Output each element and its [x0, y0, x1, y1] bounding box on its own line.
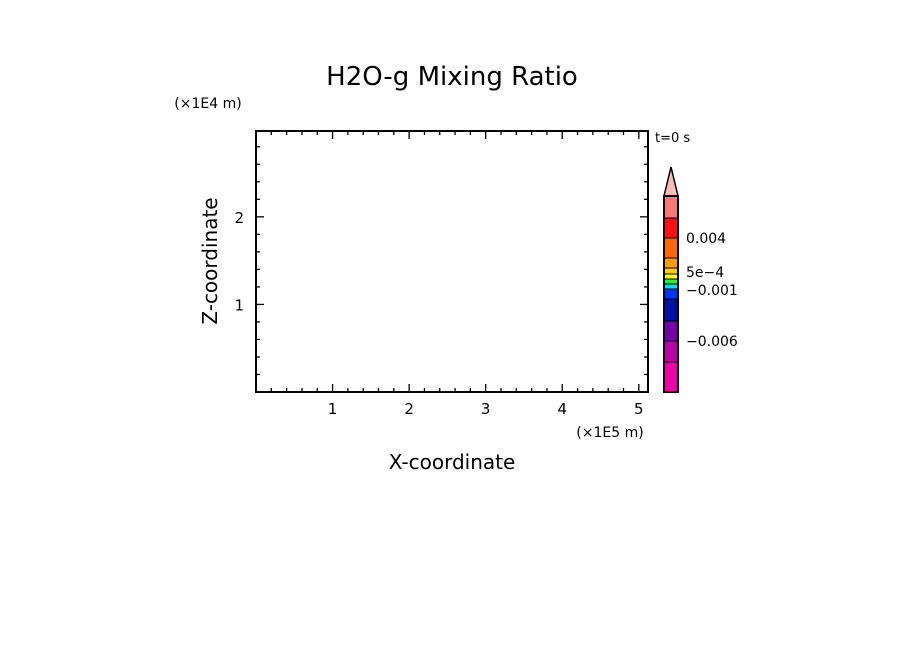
colorbar-segment — [663, 320, 679, 342]
colorbar-segment — [663, 257, 679, 269]
colorbar-segment — [663, 278, 679, 285]
colorbar-label: −0.006 — [686, 334, 738, 350]
y-tick-label: 2 — [234, 209, 244, 227]
y-tick-label: 1 — [234, 296, 244, 314]
y-scale-label: (×1E4 m) — [174, 96, 241, 112]
colorbar-segment — [663, 288, 679, 300]
colorbar-label: 5e−4 — [686, 265, 724, 281]
x-axis-label: X-coordinate — [389, 450, 516, 474]
colorbar-segment — [663, 237, 679, 259]
colorbar-overflow-triangle — [663, 166, 679, 197]
colorbar-segment — [663, 283, 679, 290]
y-axis-label: Z-coordinate — [198, 197, 222, 324]
x-tick-label: 5 — [634, 400, 644, 418]
x-tick-label: 4 — [557, 400, 567, 418]
colorbar-segment — [663, 273, 679, 280]
time-label: t=0 s — [655, 131, 690, 146]
x-tick-label: 1 — [328, 400, 338, 418]
x-scale-label: (×1E5 m) — [576, 425, 643, 441]
colorbar-segment — [663, 340, 679, 363]
colorbar-segment — [663, 195, 679, 219]
x-tick-label: 2 — [404, 400, 414, 418]
x-tick-label: 3 — [481, 400, 491, 418]
colorbar-segment — [663, 361, 679, 393]
colorbar-segment — [663, 298, 679, 322]
colorbar-segment — [663, 217, 679, 239]
colorbar-label: 0.004 — [686, 231, 726, 247]
colorbar-frame — [663, 195, 679, 393]
colorbar-label: −0.001 — [686, 283, 738, 299]
colorbar-segment — [663, 267, 679, 275]
plot-frame — [255, 130, 649, 393]
chart-title: H2O-g Mixing Ratio — [326, 62, 578, 92]
